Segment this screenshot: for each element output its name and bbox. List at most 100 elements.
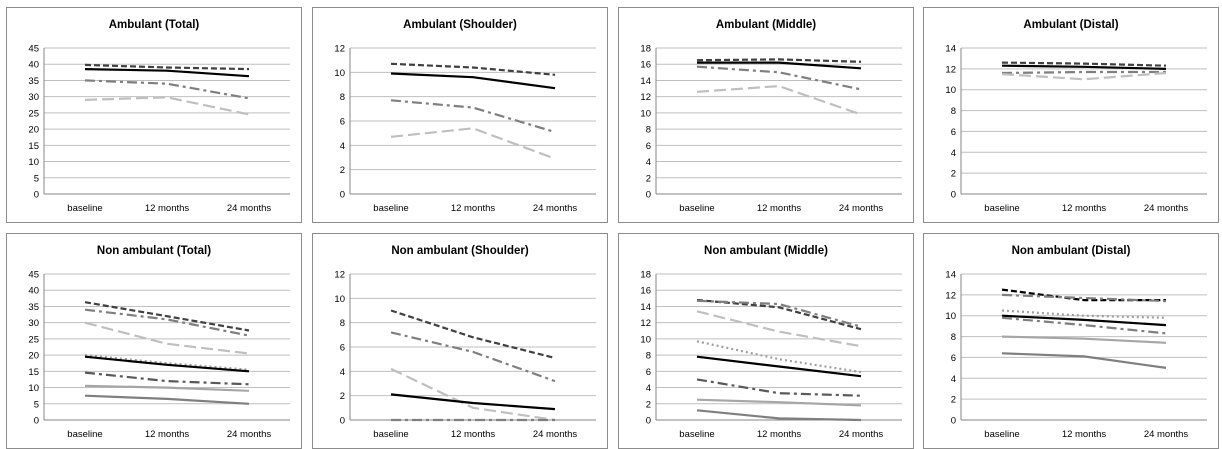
- y-tick-label: 4: [646, 157, 651, 168]
- line-chart: Non ambulant (Middle) 0 2 4 6 8 10 12 14 16 18 base…: [618, 233, 914, 449]
- x-tick-label: baseline: [67, 429, 102, 440]
- series-line: [1001, 314, 1167, 327]
- series-line: [84, 96, 250, 116]
- y-tick-label: 20: [28, 125, 39, 136]
- y-tick-label: 8: [340, 318, 345, 329]
- series-line: [84, 63, 250, 71]
- x-tick-label: 12 months: [145, 203, 190, 214]
- y-tick-label: 14: [640, 302, 651, 313]
- y-tick-label: 20: [28, 351, 39, 362]
- x-tick-label: baseline: [984, 203, 1019, 214]
- y-tick-label: 6: [340, 117, 345, 128]
- y-tick-label: 15: [28, 367, 39, 378]
- chart-title: Non ambulant (Middle): [704, 245, 828, 257]
- y-tick-label: 15: [28, 141, 39, 152]
- x-tick-label: 12 months: [757, 203, 802, 214]
- y-tick-label: 10: [28, 157, 39, 168]
- y-tick-label: 30: [28, 92, 39, 103]
- y-tick-label: 0: [646, 416, 651, 427]
- y-tick-label: 30: [28, 318, 39, 329]
- series-line: [390, 99, 556, 134]
- y-tick-label: 4: [951, 148, 956, 159]
- x-tick-label: 24 months: [1144, 203, 1189, 214]
- x-tick-label: 24 months: [533, 203, 578, 214]
- line-chart: Non ambulant (Distal) 0 2 4 6 8 10 12 14 baseline…: [923, 233, 1219, 449]
- chart-title: Ambulant (Shoulder): [403, 19, 517, 31]
- chart-panel: Non ambulant (Distal) 0 2 4 6 8 10 12 14 baseline…: [923, 233, 1219, 449]
- series-line: [84, 68, 250, 78]
- line-chart: Ambulant (Total) 0 5 10 15 20 25 30 35 40 45 baseli…: [6, 7, 302, 223]
- line-chart: Non ambulant (Total) 0 5 10 15 20 25 30 35 40 45 ba…: [6, 233, 302, 449]
- x-tick-label: 12 months: [451, 203, 496, 214]
- y-tick-label: 2: [340, 165, 345, 176]
- y-tick-label: 45: [28, 270, 39, 281]
- chart-frame: [923, 233, 1219, 449]
- chart-title: Ambulant (Total): [109, 19, 200, 31]
- series-line: [1001, 316, 1167, 335]
- y-tick-label: 6: [340, 343, 345, 354]
- series-line: [1001, 352, 1167, 369]
- series-line: [696, 299, 862, 328]
- series-line: [1001, 61, 1167, 67]
- series-line: [696, 398, 862, 407]
- y-tick-label: 14: [945, 44, 956, 55]
- x-tick-label: baseline: [679, 429, 714, 440]
- series-line: [84, 384, 250, 392]
- series-line: [390, 127, 556, 160]
- x-tick-label: baseline: [679, 203, 714, 214]
- series-line: [390, 309, 556, 360]
- series-line: [1001, 293, 1167, 303]
- y-tick-label: 12: [334, 44, 345, 55]
- series-line: [696, 310, 862, 348]
- y-tick-label: 12: [640, 92, 651, 103]
- series-line: [390, 331, 556, 383]
- y-tick-label: 8: [340, 92, 345, 103]
- y-tick-label: 25: [28, 334, 39, 345]
- chart-frame: [6, 7, 302, 223]
- chart-panel: Non ambulant (Total) 0 5 10 15 20 25 30 35 40 45 ba…: [6, 233, 302, 449]
- series-line: [696, 58, 862, 63]
- series-line: [1001, 64, 1167, 70]
- series-line: [1001, 309, 1167, 319]
- y-tick-label: 0: [34, 190, 39, 201]
- line-chart: Ambulant (Distal) 0 2 4 6 8 10 12 14 baseline 12 m…: [923, 7, 1219, 223]
- x-tick-label: 24 months: [1144, 429, 1189, 440]
- y-tick-label: 8: [951, 106, 956, 117]
- line-chart: Non ambulant (Shoulder) 0 2 4 6 8 10 12 baseline…: [312, 233, 608, 449]
- y-tick-label: 2: [951, 395, 956, 406]
- series-line: [84, 321, 250, 355]
- x-tick-label: 24 months: [227, 429, 272, 440]
- y-tick-label: 18: [640, 270, 651, 281]
- y-tick-label: 45: [28, 44, 39, 55]
- y-tick-label: 10: [640, 108, 651, 119]
- series-line: [84, 301, 250, 332]
- y-tick-label: 25: [28, 108, 39, 119]
- y-tick-label: 2: [646, 399, 651, 410]
- y-tick-label: 10: [28, 383, 39, 394]
- series-line: [696, 378, 862, 397]
- chart-panel: Ambulant (Middle) 0 2 4 6 8 10 12 14 16 18 baseline…: [618, 7, 914, 223]
- y-tick-label: 0: [646, 190, 651, 201]
- y-tick-label: 4: [646, 383, 651, 394]
- y-tick-label: 14: [640, 76, 651, 87]
- chart-frame: [312, 7, 608, 223]
- series-line: [390, 367, 556, 422]
- chart-panel: Ambulant (Shoulder) 0 2 4 6 8 10 12 baseline 12 m…: [312, 7, 608, 223]
- chart-frame: [923, 7, 1219, 223]
- chart-panel: Non ambulant (Shoulder) 0 2 4 6 8 10 12 baseline…: [312, 233, 608, 449]
- y-tick-label: 0: [951, 416, 956, 427]
- x-tick-label: baseline: [984, 429, 1019, 440]
- x-tick-label: 24 months: [839, 429, 884, 440]
- y-tick-label: 12: [334, 270, 345, 281]
- y-tick-label: 6: [646, 141, 651, 152]
- y-tick-label: 10: [945, 85, 956, 96]
- y-tick-label: 5: [34, 173, 39, 184]
- y-tick-label: 16: [640, 286, 651, 297]
- y-tick-label: 2: [340, 391, 345, 402]
- chart-frame: [618, 7, 914, 223]
- series-line: [84, 371, 250, 386]
- x-tick-label: 12 months: [145, 429, 190, 440]
- y-tick-label: 6: [951, 353, 956, 364]
- series-line: [390, 72, 556, 90]
